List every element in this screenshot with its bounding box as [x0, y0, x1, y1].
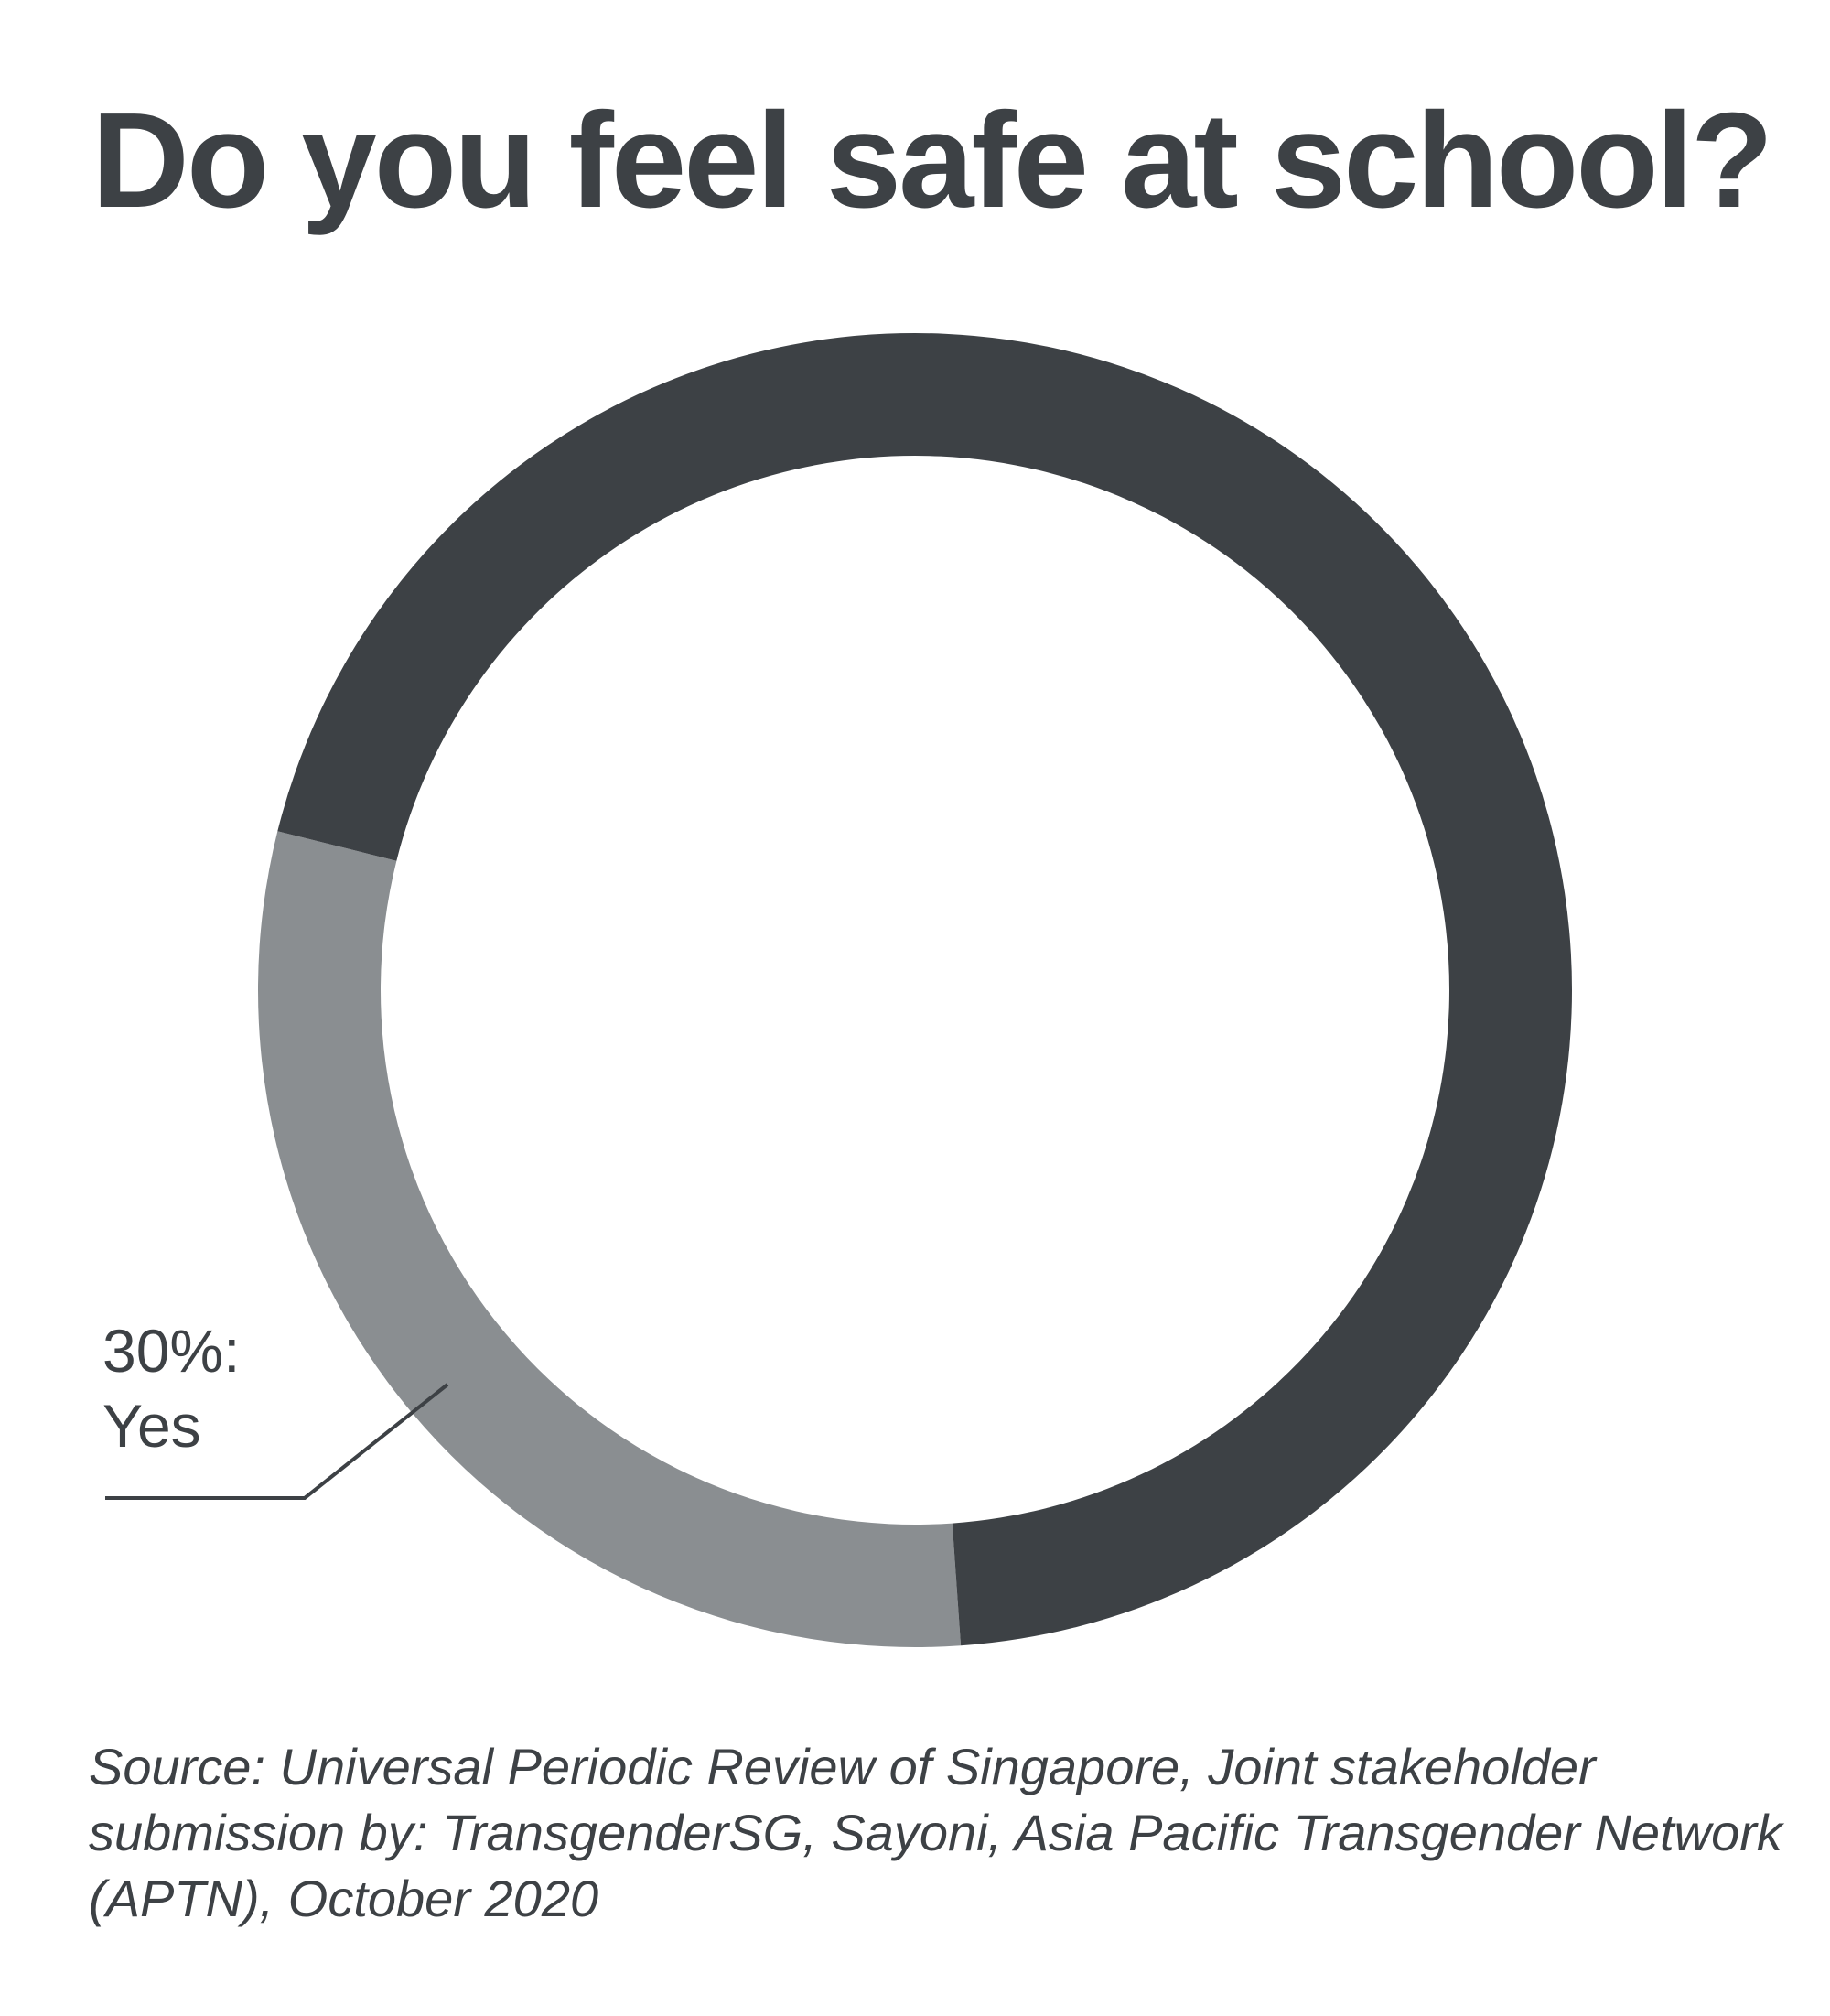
yes-slice-label: 30%: Yes — [102, 1313, 240, 1463]
source-note: Source: Universal Periodic Review of Sin… — [89, 1738, 1782, 1927]
donut-slice-yes — [258, 831, 962, 1647]
yes-slice-value: 30%: — [102, 1317, 241, 1385]
chart-title: Do you feel safe at school? — [92, 85, 1773, 236]
yes-slice-category: Yes — [102, 1392, 201, 1460]
yes-leader-line — [105, 1383, 449, 1500]
donut-slices — [258, 332, 1573, 1647]
